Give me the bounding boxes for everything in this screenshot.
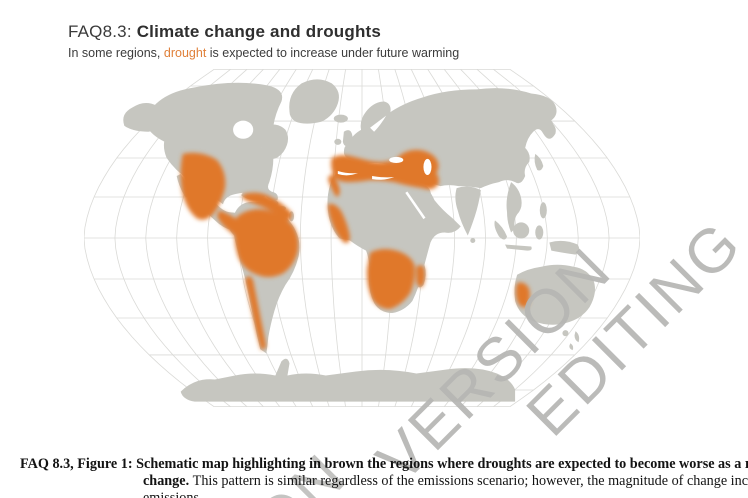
red-sea	[405, 191, 426, 220]
drought-region-southwest-australia	[515, 282, 530, 308]
landmass-java	[505, 244, 532, 251]
landmass-australia	[514, 264, 596, 325]
caption-label: FAQ 8.3, Figure 1:	[20, 456, 137, 473]
east-mediterranean-sea	[372, 176, 395, 180]
world-map-svg	[84, 69, 640, 407]
baltic-sea	[370, 115, 387, 132]
figure-title: FAQ8.3: Climate change and droughts	[68, 22, 459, 42]
subtitle-post: is expected to increase under future war…	[206, 46, 460, 60]
west-mediterranean-sea	[337, 171, 358, 176]
figure-caption: FAQ 8.3, Figure 1: Schematic map highlig…	[20, 456, 748, 498]
caption-bold: Schematic map highlighting in brown the …	[136, 456, 748, 490]
subtitle-drought-highlight: drought	[163, 46, 207, 60]
landmass-iceland	[333, 114, 348, 123]
landmass-new-zealand	[569, 331, 580, 351]
drought-region-morocco	[327, 174, 340, 197]
landmass-kamchatka	[544, 117, 554, 137]
caspian-sea	[423, 158, 432, 176]
figure-subtitle: In some regions, drought is expected to …	[68, 46, 459, 60]
landmass-africa	[327, 171, 461, 314]
figure-title-text: Climate change and droughts	[136, 22, 382, 41]
landmass-greenland	[289, 79, 339, 124]
landmass-canada	[144, 82, 283, 158]
subtitle-pre: In some regions,	[68, 46, 164, 60]
drought-region-caribbean	[242, 192, 292, 221]
world-map	[84, 69, 640, 407]
landmass-ireland	[334, 138, 342, 145]
sea-overlays	[337, 115, 432, 220]
drought-region-southwest-north-america	[180, 152, 226, 220]
drought-region-chile	[245, 276, 267, 351]
landmass-india	[455, 186, 481, 236]
drought-region-madagascar	[416, 265, 426, 288]
landmass-tasmania	[562, 330, 569, 337]
landmass-japan	[534, 153, 544, 171]
landmass-sulawesi	[535, 225, 544, 240]
landmass-southeast-asia	[506, 182, 522, 233]
caption-regular: This pattern is similar regardless of th…	[143, 473, 748, 498]
landmass-sri-lanka	[470, 238, 476, 244]
drought-region-amazon	[234, 209, 299, 278]
figure-title-label: FAQ8.3:	[68, 22, 137, 41]
landmass-borneo	[513, 222, 530, 239]
hudson-bay	[233, 120, 254, 139]
figure-header: FAQ8.3: Climate change and droughts In s…	[68, 22, 459, 60]
landmass-philippines	[539, 202, 547, 219]
drought-region-caspian-middle-east	[394, 149, 439, 183]
black-sea	[389, 156, 404, 163]
landmass-antarctica	[180, 358, 516, 402]
landmass-new-guinea	[549, 240, 580, 255]
drought-region-west-africa	[327, 203, 350, 243]
landmass-sumatra	[494, 220, 508, 240]
drought-region-southern-africa	[366, 248, 415, 310]
